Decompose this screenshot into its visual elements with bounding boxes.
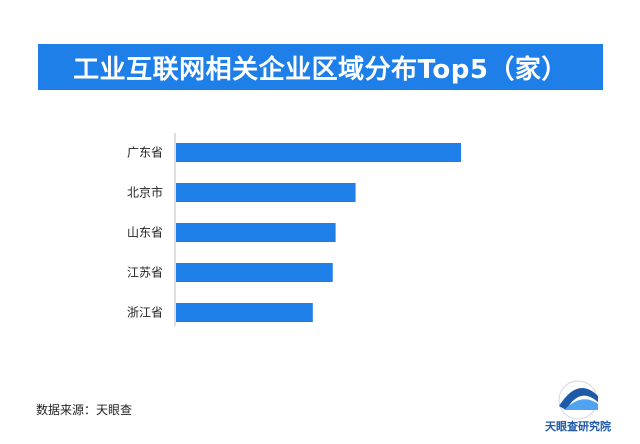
tianyancha-logo: 天眼查研究院 xyxy=(538,376,618,436)
bar-1 xyxy=(176,143,461,162)
bar-5 xyxy=(176,303,313,322)
category-label-4: 江苏省 xyxy=(127,266,163,280)
data-source-note: 数据来源：天眼查 xyxy=(36,403,133,417)
bar-3 xyxy=(176,223,336,242)
category-label-3: 山东省 xyxy=(127,226,163,240)
logo-mark-icon xyxy=(558,380,598,420)
category-label-1: 广东省 xyxy=(127,146,163,160)
category-label-5: 浙江省 xyxy=(127,306,163,320)
logo-text: 天眼查研究院 xyxy=(545,420,611,433)
bars-group xyxy=(176,143,461,322)
bar-4 xyxy=(176,263,333,282)
chart-title: 工业互联网相关企业区域分布Top5（家） xyxy=(73,54,568,85)
category-label-2: 北京市 xyxy=(127,185,163,200)
bar-2 xyxy=(176,183,356,202)
title-banner: 工业互联网相关企业区域分布Top5（家） xyxy=(38,44,603,90)
